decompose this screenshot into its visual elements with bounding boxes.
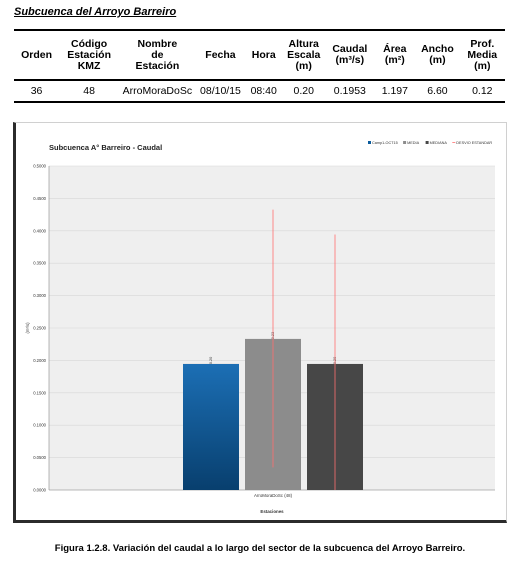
column-header-line: (m²) [384, 54, 405, 66]
chart-container: 0.0000 0.0500 0.1000 0.1500 0.2000 0.2500 0.30… [13, 122, 507, 523]
y-tick-label: 0.3500 [33, 261, 46, 266]
table-cell: 6.60 [415, 80, 460, 103]
figure-caption: Figura 1.2.8. Variación del caudal a lo … [54, 543, 466, 554]
table-cell: ArroMoraDoSc [119, 80, 196, 103]
y-tick-label: 0.2500 [33, 326, 46, 331]
table-cell: 0.1953 [325, 80, 375, 103]
column-header: Ancho (m) [415, 29, 460, 81]
y-tick-label: 0.0500 [33, 455, 46, 460]
column-header-line: Estación [67, 48, 111, 61]
table-cell: 08/10/15 [195, 80, 246, 103]
column-header-line: Orden [21, 48, 52, 61]
column-header: Prof. Media (m) [459, 29, 505, 81]
y-tick-label: 0.3000 [33, 293, 46, 298]
table-cell: 08:40 [245, 80, 283, 103]
column-header: Fecha [195, 29, 246, 81]
column-header-line: Fecha [205, 48, 236, 61]
column-header: Caudal (m³/s) [325, 29, 375, 81]
column-header-line: Escala [287, 48, 321, 61]
legend-swatch [368, 141, 371, 144]
legend-swatch [403, 141, 407, 144]
y-tick-label: 0.1500 [33, 390, 46, 395]
column-header: Nombre de Estación [119, 29, 196, 81]
column-header-line: (m) [295, 59, 312, 72]
legend-entry: DESVIO ESTANDAR [456, 141, 492, 145]
legend-entry: MEDIANA [430, 141, 448, 145]
x-tick-label: ArroMoraDoSc (48) [254, 493, 293, 498]
column-header-line: Media [467, 48, 498, 61]
bar [183, 363, 239, 490]
column-header: Altura Escala (m) [282, 29, 326, 81]
y-tick-label: 0.2000 [33, 358, 46, 363]
column-header-line: Altura [288, 37, 319, 50]
bar-data-label: 0.20 [209, 357, 213, 364]
y-tick-label: 0.4500 [33, 196, 46, 201]
column-header-line: KMZ [77, 59, 101, 72]
table-header-row: Orden Código Estación KMZ Nombre de Estación Fe… [14, 29, 505, 81]
table-cell: 36 [14, 80, 60, 103]
y-tick-label: 0.4000 [33, 228, 46, 233]
column-header-line: (m) [474, 59, 491, 72]
legend-entry: MEDIA [407, 141, 419, 145]
y-tick-label: 0.1000 [33, 423, 46, 428]
column-header: Área (m²) [374, 29, 416, 81]
column-header-line: Caudal [332, 43, 368, 55]
column-header: Orden [14, 29, 60, 81]
y-axis-label: (m³/s) [25, 322, 30, 334]
column-header-line: (m³/s) [335, 54, 365, 66]
legend-entry: Camp1-OCT15 [372, 141, 398, 145]
x-axis-label: Estaciones [260, 509, 284, 514]
column-header-line: Estación [135, 59, 180, 72]
y-tick-label: 0.5000 [33, 164, 46, 169]
table-cell: 0.12 [459, 80, 505, 103]
column-header-line: Código [71, 37, 108, 50]
section-heading: Subcuenca del Arroyo Barreiro [14, 6, 177, 18]
column-header-line: Hora [251, 48, 276, 61]
table-cell: 48 [59, 80, 120, 103]
column-header: Hora [245, 29, 283, 81]
flow-chart: 0.0000 0.0500 0.1000 0.1500 0.2000 0.2500 0.30… [25, 141, 495, 514]
column-header-line: Nombre [137, 37, 178, 50]
column-header-line: de [151, 48, 164, 61]
measurement-table: Orden Código Estación KMZ Nombre de Estación Fe… [14, 29, 505, 103]
table-cell: 1.197 [374, 80, 416, 103]
legend-swatch [425, 141, 429, 144]
column-header-line: Prof. [470, 37, 495, 50]
column-header: Código Estación KMZ [59, 29, 120, 81]
column-header-line: Ancho [421, 43, 454, 55]
y-tick-label: 0.0000 [33, 488, 46, 493]
table-row: 36 48 ArroMoraDoSc 08/10/15 08:40 0.20 0.1953 1… [14, 80, 505, 103]
column-header-line: Área [383, 43, 407, 55]
chart-title: Subcuenca A° Barreiro - Caudal [49, 143, 162, 152]
table-cell: 0.20 [282, 80, 326, 103]
table-body: 36 48 ArroMoraDoSc 08/10/15 08:40 0.20 0.1953 1… [14, 80, 505, 103]
column-header-line: (m) [429, 54, 446, 66]
